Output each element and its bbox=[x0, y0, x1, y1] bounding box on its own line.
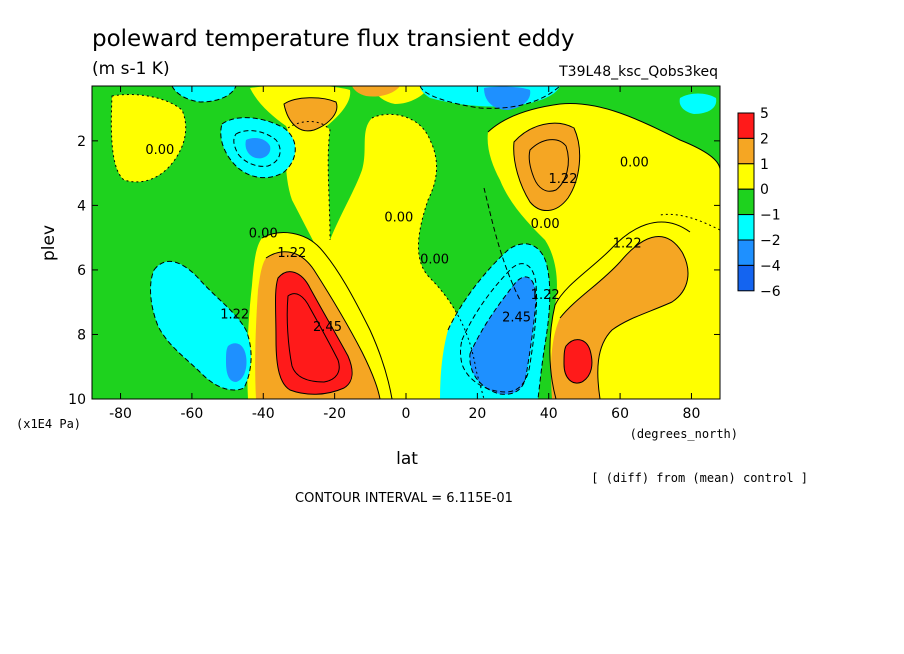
region-blue-sh-lower bbox=[226, 343, 247, 382]
y-axis: 2 4 6 8 10 bbox=[68, 134, 720, 408]
legend-level-label: −2 bbox=[760, 233, 781, 249]
contour-line-positive-2 bbox=[265, 251, 381, 399]
contour-line-positive-1 bbox=[261, 232, 393, 399]
y-axis-label: plev bbox=[39, 225, 59, 261]
region-blue-nh bbox=[469, 276, 536, 395]
legend-level-label: −6 bbox=[760, 284, 781, 300]
y-tick-label: 4 bbox=[77, 198, 86, 214]
contour-line-negative-8 bbox=[171, 86, 237, 103]
legend-level-label: 0 bbox=[760, 182, 769, 198]
x-tick-label: -60 bbox=[180, 406, 203, 422]
color-legend: 5 2 1 0 −1 −2 −4 −6 bbox=[737, 106, 781, 300]
contour-label: 0.00 bbox=[249, 227, 278, 242]
region-yellow-center bbox=[285, 114, 484, 399]
contour-label: 0.00 bbox=[420, 252, 449, 267]
region-cyan-sh-lower bbox=[150, 261, 252, 391]
legend-swatch bbox=[737, 112, 755, 139]
contour-lines bbox=[261, 97, 720, 399]
contour-field bbox=[92, 86, 720, 399]
contour-label: 2.45 bbox=[502, 311, 531, 326]
region-cyan-top-right bbox=[679, 93, 717, 114]
contour-label: 1.22 bbox=[549, 172, 578, 187]
y-tick-label: 10 bbox=[68, 392, 86, 408]
legend-level-label: 1 bbox=[760, 157, 769, 173]
x-tick-label: 0 bbox=[402, 406, 411, 422]
x-tick-label: -20 bbox=[323, 406, 346, 422]
legend-level-label: −1 bbox=[760, 208, 781, 224]
y-tick-label: 8 bbox=[77, 327, 86, 343]
contour-label: 0.00 bbox=[531, 217, 560, 232]
y-tick-label: 2 bbox=[77, 134, 86, 150]
contour-label: 0.00 bbox=[620, 156, 649, 171]
region-orange-nh-upper bbox=[513, 123, 580, 211]
contour-label: 1.22 bbox=[531, 288, 560, 303]
region-blue-sh-upper bbox=[245, 138, 271, 159]
x-tick-label: -40 bbox=[252, 406, 275, 422]
legend-level-label: −4 bbox=[760, 258, 781, 274]
region-orange-top-sh bbox=[284, 97, 337, 131]
contour-line-zero-4 bbox=[659, 213, 720, 231]
contour-line-positive-3 bbox=[275, 271, 353, 395]
legend-level-label: 5 bbox=[760, 106, 769, 122]
region-blue-top-nh bbox=[484, 86, 531, 110]
units-label: (m s-1 K) bbox=[92, 59, 170, 79]
contour-line-negative-5 bbox=[460, 263, 538, 393]
legend-swatch bbox=[737, 264, 755, 292]
y-axis-unit: (x1E4 Pa) bbox=[16, 417, 81, 431]
diff-note: [ (diff) from (mean) control ] bbox=[591, 471, 808, 485]
contour-lines-zero bbox=[110, 94, 720, 399]
contour-line-zero-1 bbox=[110, 94, 187, 183]
contour-line-positive-6 bbox=[528, 139, 569, 192]
legend-swatch bbox=[737, 163, 755, 190]
contour-line-positive-10 bbox=[563, 339, 593, 384]
contour-interval: CONTOUR INTERVAL = 6.115E-01 bbox=[295, 491, 513, 506]
contour-line-negative-7 bbox=[419, 86, 561, 109]
contour-line-positive-5 bbox=[513, 122, 581, 211]
contour-label: 1.22 bbox=[613, 236, 642, 251]
legend-swatch bbox=[737, 239, 755, 266]
x-tick-label: -80 bbox=[109, 406, 132, 422]
contour-line-positive-8 bbox=[559, 236, 689, 399]
contour-line-negative-2 bbox=[233, 130, 281, 167]
x-tick-label: 40 bbox=[540, 406, 558, 422]
region-orange-top-mid bbox=[352, 86, 400, 97]
legend-swatch bbox=[737, 214, 755, 241]
x-axis-unit: (degrees_north) bbox=[630, 427, 738, 441]
contour-line-positive-9 bbox=[549, 221, 691, 399]
contour-line-positive-7 bbox=[487, 102, 720, 171]
y-tick-label: 6 bbox=[77, 263, 86, 279]
region-yellow-nw bbox=[111, 94, 186, 182]
x-axis-label: lat bbox=[396, 449, 418, 469]
contour-line-negative-9 bbox=[483, 187, 521, 301]
region-red-nh bbox=[564, 339, 592, 384]
x-tick-label: 60 bbox=[611, 406, 629, 422]
legend-swatch bbox=[737, 137, 755, 165]
contour-label: 2.45 bbox=[313, 320, 342, 335]
contour-line-positive-4 bbox=[286, 293, 340, 383]
contour-label: 0.00 bbox=[384, 211, 413, 226]
contour-line-negative-4 bbox=[447, 243, 551, 399]
contour-line-zero-2 bbox=[287, 121, 331, 241]
contour-line-positive-11 bbox=[283, 97, 338, 132]
contour-label: 0.00 bbox=[145, 143, 174, 158]
contour-lines-negative bbox=[150, 86, 561, 399]
chart-title: poleward temperature flux transient eddy bbox=[92, 26, 574, 52]
x-tick-label: 20 bbox=[468, 406, 486, 422]
contour-line-zero-3 bbox=[371, 113, 485, 399]
contour-labels: 0.000.001.221.222.450.000.000.001.220.00… bbox=[145, 143, 649, 335]
legend-level-label: 2 bbox=[760, 131, 769, 147]
contour-line-negative-1 bbox=[220, 117, 296, 179]
x-tick-label: 80 bbox=[683, 406, 701, 422]
region-red-sh bbox=[275, 271, 353, 395]
region-cyan-top-left bbox=[172, 86, 236, 102]
contour-label: 1.22 bbox=[277, 246, 306, 261]
legend-swatch bbox=[737, 188, 755, 216]
contour-label: 1.22 bbox=[220, 307, 249, 322]
x-axis: -80 -60 -40 -20 0 20 40 60 80 bbox=[109, 86, 700, 422]
contour-line-negative-6 bbox=[469, 276, 537, 395]
run-label: T39L48_ksc_Qobs3keq bbox=[558, 64, 718, 80]
